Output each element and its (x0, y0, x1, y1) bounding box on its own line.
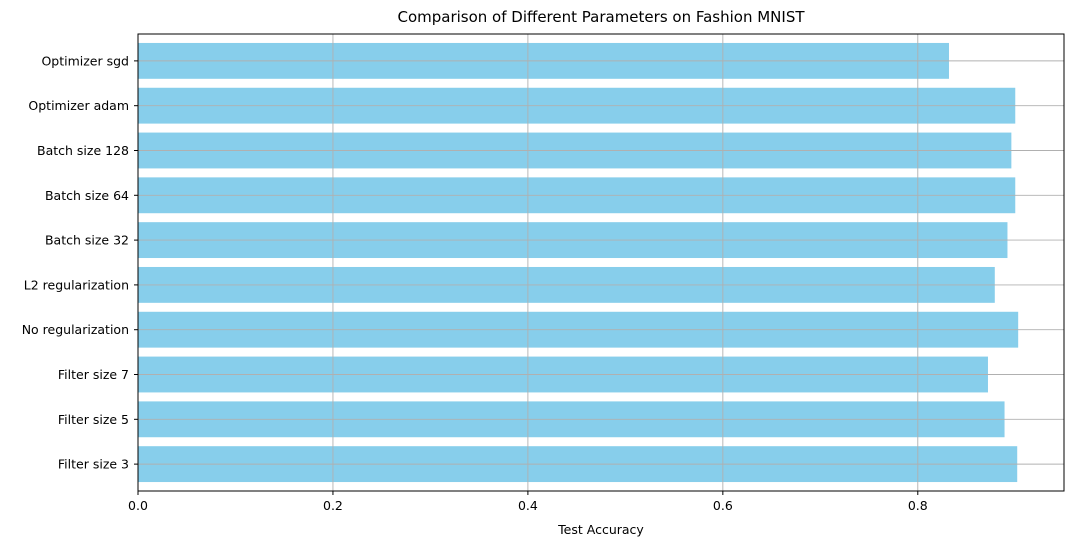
y-tick-label: Batch size 64 (45, 188, 129, 203)
x-tick-label: 0.0 (128, 498, 148, 513)
y-tick-label: Filter size 7 (58, 367, 129, 382)
plot-frame (137, 33, 1065, 492)
y-axis-ticks: Filter size 3 Filter size 5 Filter size 7 N… (22, 53, 138, 472)
y-tick-label: Optimizer sgd (41, 53, 129, 68)
x-tick-label: 0.2 (323, 498, 343, 513)
chart-title: Comparison of Different Parameters on Fa… (397, 8, 805, 26)
x-tick-label: 0.8 (908, 498, 928, 513)
y-tick-label: Batch size 128 (37, 143, 129, 158)
grid-layer (137, 34, 1064, 491)
x-axis-label: Test Accuracy (557, 522, 644, 537)
y-tick-label: Filter size 5 (58, 412, 129, 427)
y-tick-label: L2 regularization (24, 277, 129, 292)
y-tick-label: Filter size 3 (58, 457, 129, 472)
y-tick-label: No regularization (22, 322, 129, 337)
y-tick-label: Batch size 32 (45, 233, 129, 248)
x-axis-ticks: 0.0 0.2 0.4 0.6 0.8 (128, 491, 928, 513)
x-tick-label: 0.4 (518, 498, 538, 513)
x-tick-label: 0.6 (713, 498, 733, 513)
y-tick-label: Optimizer adam (28, 98, 129, 113)
